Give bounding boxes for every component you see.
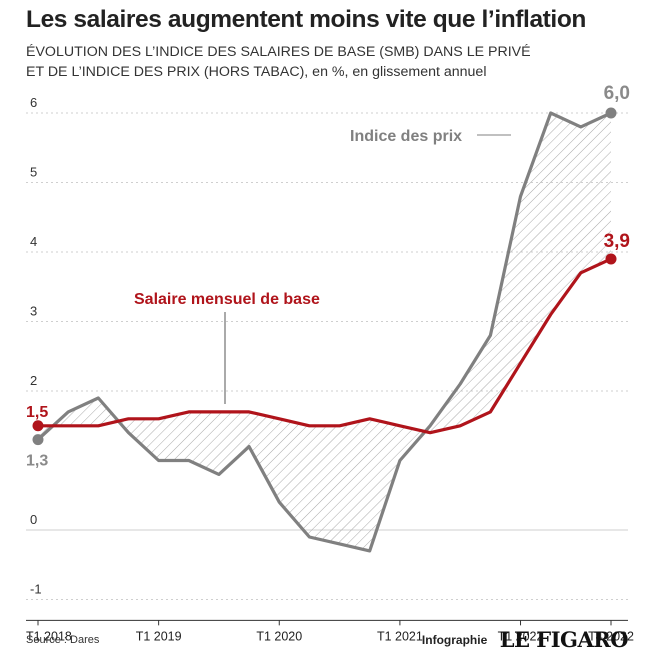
x-tick-label: T1 2022: [498, 629, 544, 643]
legend-prix: Indice des prix: [350, 128, 462, 145]
gap-hatching: [38, 113, 611, 551]
x-tick-label: T1 2021: [377, 629, 423, 643]
series-line-prix: [36, 111, 612, 553]
point-prix-end: [605, 107, 617, 119]
x-tick-label: T4 2022: [588, 629, 634, 643]
subtitle-line-2: ET DE L’INDICE DES PRIX (HORS TABAC), en…: [26, 64, 487, 80]
chart-subtitle: ÉVOLUTION DES L’INDICE DES SALAIRES DE B…: [26, 42, 656, 82]
legend-salaire: Salaire mensuel de base: [134, 291, 320, 308]
x-tick-label: T1 2018: [26, 629, 72, 643]
point-prix-start: [32, 434, 44, 446]
y-tick-label: 3: [30, 304, 37, 319]
y-tick-label: 0: [30, 512, 37, 527]
series-line-salaire: [38, 257, 612, 435]
x-tick-label: T1 2020: [256, 629, 302, 643]
y-tick-label: 5: [30, 165, 37, 180]
brand-logo: LE FIGARO: [499, 627, 629, 652]
chart-title: Les salaires augmentent moins vite que l…: [26, 6, 586, 33]
x-tick-label: T1 2019: [136, 629, 182, 643]
salaire-start-label: 1,5: [26, 404, 48, 421]
series: [32, 107, 617, 553]
y-tick-label: 2: [30, 373, 37, 388]
point-salaire-end: [605, 253, 617, 265]
credit: Infographie LE FIGARO: [421, 627, 629, 652]
labels: 1,3 1,5 6,0 3,9 Indice des prix Salaire mensu…: [26, 83, 630, 470]
gap-area: [38, 113, 611, 551]
y-tick-label: -1: [30, 582, 42, 597]
prix-end-label: 6,0: [604, 83, 630, 104]
credit-label: Infographie: [421, 632, 488, 647]
salaire-end-label: 3,9: [604, 231, 630, 252]
y-tick-label: 6: [30, 95, 37, 110]
source-note: Source : Dares: [26, 634, 100, 646]
prix-start-label: 1,3: [26, 453, 48, 470]
subtitle-line-1: ÉVOLUTION DES L’INDICE DES SALAIRES DE B…: [26, 44, 531, 60]
y-tick-label: 4: [30, 234, 37, 249]
point-salaire-start: [32, 420, 44, 432]
